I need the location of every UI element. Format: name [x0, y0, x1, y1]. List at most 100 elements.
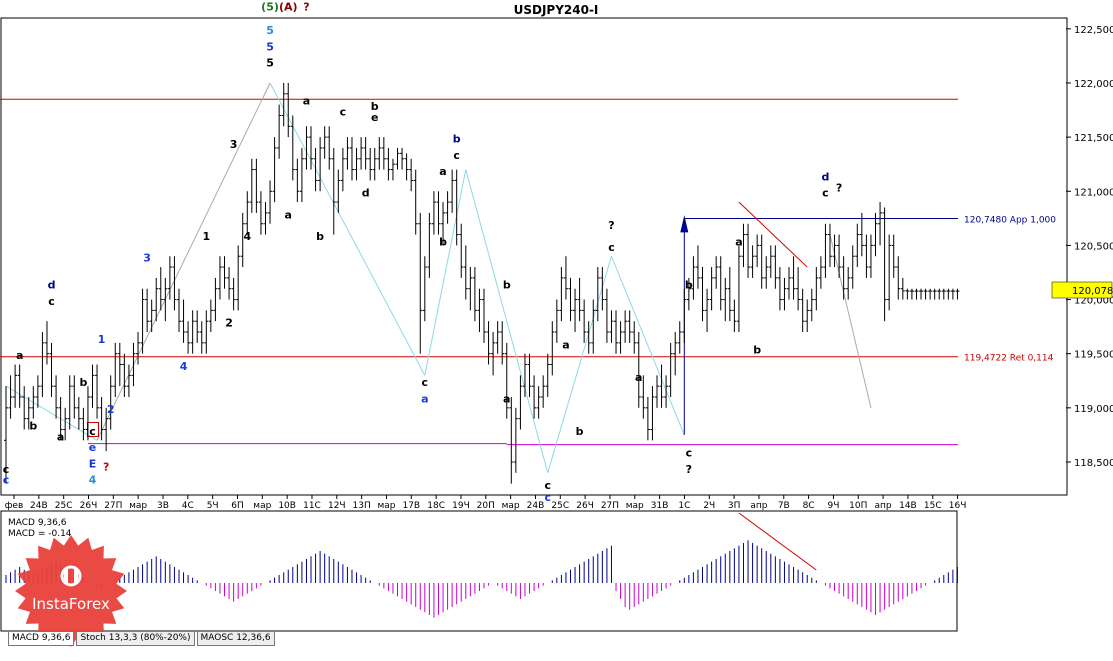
wave-label: b — [453, 133, 461, 146]
current-price-box — [1051, 281, 1113, 299]
wave-label: ? — [608, 219, 614, 232]
wave-label: c — [822, 187, 829, 200]
time-tick-label: 3П — [728, 501, 741, 511]
level-label: 120,7480 App 1,000 — [964, 216, 1056, 226]
time-tick-label: 10П — [849, 501, 867, 511]
current-price-label: 120,078 — [1072, 286, 1113, 297]
macd-value-label: MACD = -0.14 — [8, 529, 72, 539]
time-tick-label: 24В — [30, 501, 48, 511]
wave-label: a — [735, 235, 742, 248]
time-tick-label: 12Ч — [328, 501, 346, 511]
time-tick-label: фев — [5, 501, 24, 511]
wave-label: 3 — [230, 138, 238, 151]
time-tick-label: мар — [129, 501, 147, 511]
wave-label: ? — [303, 0, 309, 13]
price-tick-label: 120,000 — [1074, 296, 1113, 307]
macd-trendline — [738, 512, 817, 571]
time-tick-label: 11С — [303, 501, 321, 511]
wave-label: d — [821, 170, 829, 183]
wave-label: b — [576, 425, 584, 438]
wave-label: a — [57, 430, 64, 443]
wave-label: a — [16, 349, 23, 362]
time-tick-label: 25С — [55, 501, 73, 511]
time-tick-label: 25С — [551, 501, 569, 511]
time-tick-label: 15С — [924, 501, 942, 511]
time-tick-label: апр — [875, 501, 892, 511]
price-tick-label: 122,500 — [1074, 25, 1113, 36]
wave-label: 3 — [143, 252, 151, 265]
time-tick-label: 7В — [778, 501, 790, 511]
wave-label: c — [422, 376, 429, 389]
wave-line — [465, 169, 549, 473]
wave-label: b — [79, 376, 87, 389]
chart-title: USDJPY240-I — [514, 3, 599, 17]
wave-label: c — [3, 474, 10, 487]
time-tick-label: мар — [253, 501, 271, 511]
wave-label: 5 — [266, 24, 274, 37]
time-tick-label: 27П — [601, 501, 619, 511]
wave-label: b — [503, 279, 511, 292]
wave-label: 4 — [180, 360, 188, 373]
time-tick-label: 10В — [278, 501, 296, 511]
wave-label: d — [48, 279, 56, 292]
wave-label: 2 — [225, 317, 233, 330]
time-tick-label: 26Ч — [80, 501, 98, 511]
wave-line — [5, 385, 98, 441]
macd-histogram — [5, 512, 958, 618]
wave-label: c — [89, 425, 96, 438]
wave-label: a — [285, 208, 292, 221]
wave-label: d — [362, 187, 370, 200]
tab-stoch[interactable]: Stoch 13,3,3 (80%-20%) — [76, 632, 195, 646]
logo-text: InstaForex — [32, 595, 110, 613]
price-tick-label: 119,500 — [1074, 350, 1113, 361]
time-tick-label: 24В — [527, 501, 545, 511]
wave-label: c — [608, 241, 615, 254]
wave-line — [738, 201, 808, 268]
wave-line — [96, 82, 271, 441]
price-tick-label: 120,500 — [1074, 241, 1113, 252]
time-tick-label: 14В — [899, 501, 917, 511]
wave-label: a — [562, 338, 569, 351]
wave-label: 1 — [202, 230, 210, 243]
price-tick-label: 118,500 — [1074, 458, 1113, 469]
time-tick-label: 6П — [231, 501, 244, 511]
tab-macd[interactable]: MACD 9,36,6 — [8, 632, 75, 646]
price-tick-label: 121,500 — [1074, 133, 1113, 144]
time-tick-label: 2Ч — [703, 501, 715, 511]
wave-line — [829, 234, 872, 408]
wave-label: a — [503, 392, 510, 405]
wave-label: ? — [103, 461, 109, 474]
time-tick-label: 13П — [353, 501, 371, 511]
wave-label: b — [753, 344, 761, 357]
wave-label: 5 — [266, 40, 274, 53]
time-tick-label: мар — [377, 501, 395, 511]
wave-line — [547, 256, 612, 473]
wave-label: c — [544, 479, 551, 492]
wave-label: 2 — [107, 403, 115, 416]
price-axis: 122,500 122,000 121,500 121,000 120,500 120,0… — [1066, 25, 1113, 469]
time-tick-label: 3В — [157, 501, 169, 511]
wave-label: b — [685, 279, 693, 292]
time-tick-label: 18С — [427, 501, 445, 511]
time-axis: фев 24В 25С 26Ч 27П мар 3В 4С 5Ч 6П мар 10В 11С 12Ч 13… — [5, 495, 967, 511]
wave-lines — [5, 82, 872, 473]
price-panel-frame — [0, 17, 1068, 496]
time-tick-label: 8С — [803, 501, 815, 511]
wave-label: c — [340, 105, 347, 118]
arrow-head — [680, 215, 689, 233]
wave-label: a — [303, 95, 310, 108]
time-tick-label: 16Ч — [949, 501, 967, 511]
wave-label: c — [3, 463, 10, 476]
wave-label: c — [544, 491, 551, 504]
instaforex-logo: InstaForex — [10, 534, 132, 648]
tab-maosc[interactable]: MAOSC 12,36,6 — [196, 632, 275, 646]
macd-label: MACD 9,36,6 — [8, 518, 67, 528]
wave-line — [611, 256, 685, 436]
time-tick-label: 4С — [182, 501, 194, 511]
wave-label: b — [316, 230, 324, 243]
time-tick-label: мар — [626, 501, 644, 511]
wave-label: a — [439, 165, 446, 178]
wave-label: c — [48, 295, 55, 308]
